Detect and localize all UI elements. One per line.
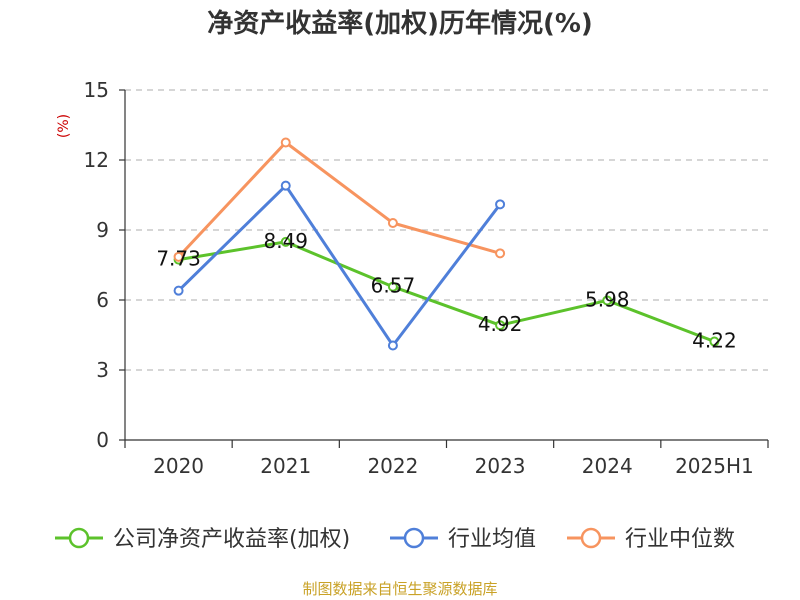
series-line-2 xyxy=(177,141,502,259)
data-point[interactable] xyxy=(280,236,291,247)
legend-item-1[interactable]: 行业均值 xyxy=(390,527,536,552)
x-tick-label: 2025H1 xyxy=(675,454,754,478)
y-axis-label: (%) xyxy=(56,114,72,138)
data-point[interactable] xyxy=(280,180,291,191)
legend-label: 行业均值 xyxy=(448,527,536,552)
x-tick-label: 2022 xyxy=(367,454,418,478)
y-tick-label: 12 xyxy=(84,148,109,172)
data-point[interactable] xyxy=(602,295,613,306)
legend-label: 行业中位数 xyxy=(625,527,735,552)
y-tick-label: 6 xyxy=(96,288,109,312)
data-label: 7.73 xyxy=(156,247,201,271)
grid-lines xyxy=(125,89,768,371)
data-point[interactable] xyxy=(173,251,184,262)
legend-label: 公司净资产收益率(加权) xyxy=(113,527,350,552)
data-point[interactable] xyxy=(495,320,506,331)
x-tick-label: 2021 xyxy=(260,454,311,478)
data-label: 4.92 xyxy=(478,312,523,336)
data-point[interactable] xyxy=(495,248,506,259)
legend-marker-icon xyxy=(403,527,425,549)
y-tick-label: 15 xyxy=(84,78,109,102)
data-point[interactable] xyxy=(280,137,291,148)
data-label: 8.49 xyxy=(263,229,308,253)
x-tick-label: 2020 xyxy=(153,454,204,478)
source-note: 制图数据来自恒生聚源数据库 xyxy=(302,580,497,598)
y-tick-label: 0 xyxy=(96,428,109,452)
series-line-0 xyxy=(177,240,716,344)
x-tick-label: 2024 xyxy=(582,454,633,478)
data-point[interactable] xyxy=(173,285,184,296)
y-tick-label: 9 xyxy=(96,218,109,242)
data-point[interactable] xyxy=(495,199,506,210)
data-label: 5.98 xyxy=(585,287,630,311)
axes: 0 3 6 9 12 15 2020 2021 2022 2023 2024 2025H1 xyxy=(84,78,769,478)
data-point[interactable] xyxy=(387,281,398,292)
legend-marker-icon xyxy=(68,527,90,549)
x-tick-label: 2023 xyxy=(475,454,526,478)
data-point[interactable] xyxy=(387,218,398,228)
y-tick-label: 3 xyxy=(96,358,109,382)
data-point[interactable] xyxy=(709,336,720,347)
data-label: 4.22 xyxy=(692,329,737,353)
data-label: 6.57 xyxy=(371,274,416,298)
legend-item-0[interactable]: 公司净资产收益率(加权) xyxy=(55,527,350,552)
legend[interactable]: 公司净资产收益率(加权) 行业均值 行业中位数 xyxy=(55,527,735,552)
legend-item-2[interactable]: 行业中位数 xyxy=(567,527,735,552)
series-lines xyxy=(173,137,720,351)
data-point[interactable] xyxy=(387,340,398,351)
legend-marker-icon xyxy=(580,527,602,549)
data-labels: 7.73 8.49 6.57 4.92 5.98 4.22 xyxy=(156,229,736,353)
series-line-1 xyxy=(177,184,502,347)
chart-title: 净资产收益率(加权)历年情况(%) xyxy=(207,8,593,39)
